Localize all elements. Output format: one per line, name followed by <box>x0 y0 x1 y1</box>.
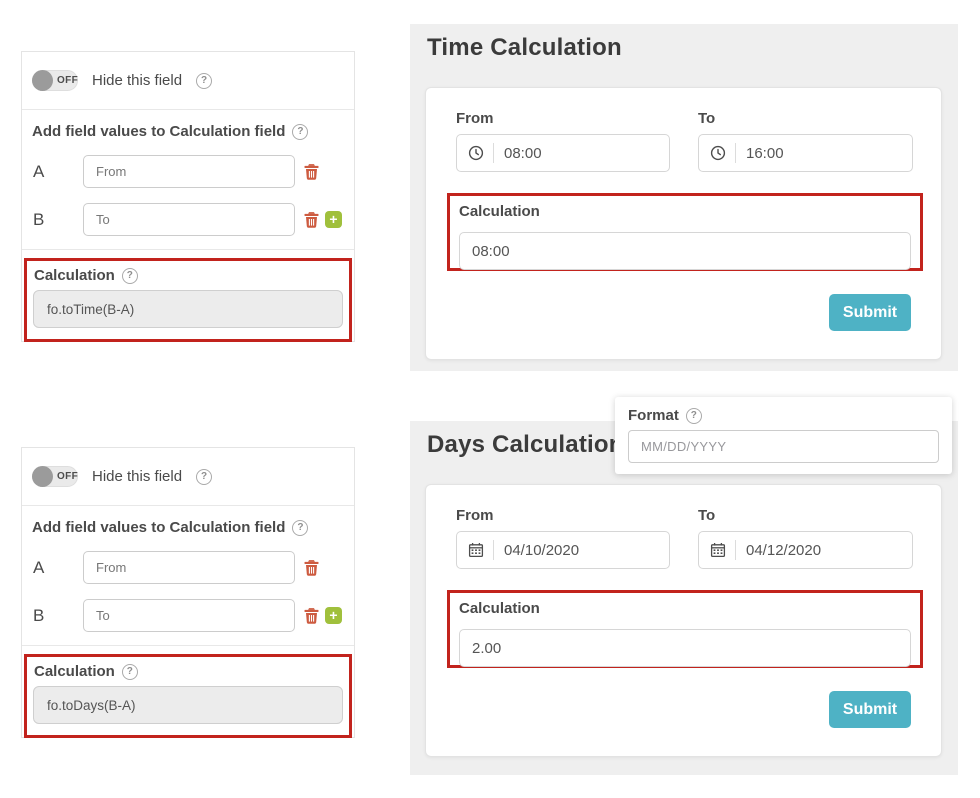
help-icon[interactable] <box>121 663 138 680</box>
toggle-knob-icon <box>32 70 53 91</box>
format-popup: Format <box>615 397 952 474</box>
calculation-section: Calculation fo.toTime(B-A) <box>22 250 354 342</box>
help-icon[interactable] <box>196 72 213 89</box>
date-value: 04/10/2020 <box>504 541 580 559</box>
help-icon[interactable] <box>685 407 702 424</box>
toggle-state-label: OFF <box>57 75 79 86</box>
field-value-input-b[interactable] <box>83 203 295 236</box>
hide-field-label: Hide this field <box>92 72 183 89</box>
row-key-label: B <box>33 209 45 229</box>
calculation-label: Calculation <box>459 203 540 220</box>
from-label: From <box>456 507 494 524</box>
delete-row-button[interactable] <box>303 211 320 228</box>
date-value: 04/12/2020 <box>746 541 822 559</box>
add-values-heading: Add field values to Calculation field <box>32 519 286 536</box>
to-label: To <box>698 110 716 127</box>
formula-text: fo.toDays(B-A) <box>47 697 136 713</box>
time-value: 16:00 <box>746 144 784 162</box>
to-label: To <box>698 507 716 524</box>
trash-icon <box>304 608 319 624</box>
calculation-formula-input[interactable]: fo.toTime(B-A) <box>33 290 343 328</box>
divider <box>735 540 736 560</box>
field-value-input-b[interactable] <box>83 599 295 632</box>
delete-row-button[interactable] <box>303 163 320 180</box>
hide-field-row: OFF Hide this field <box>22 448 354 506</box>
help-icon[interactable] <box>196 468 213 485</box>
row-key-label: A <box>33 557 45 577</box>
format-input[interactable] <box>628 430 939 463</box>
time-calculation-preview: Time Calculation From 08:00 To <box>410 24 958 371</box>
time-value: 08:00 <box>504 144 542 162</box>
to-date-input[interactable]: 04/12/2020 <box>698 531 913 569</box>
calculation-result-input[interactable] <box>459 232 911 270</box>
to-field-group: To <box>698 507 913 569</box>
field-value-input-a[interactable] <box>83 551 295 584</box>
form-card: From 08:00 To <box>425 87 942 360</box>
add-values-heading: Add field values to Calculation field <box>32 123 286 140</box>
from-field-group: From 08:00 <box>456 110 670 172</box>
divider <box>493 143 494 163</box>
form-card: From <box>425 484 942 757</box>
field-values-section: Add field values to Calculation field A <box>22 506 354 646</box>
to-field-group: To 16:00 <box>698 110 913 172</box>
to-time-input[interactable]: 16:00 <box>698 134 913 172</box>
calculation-label: Calculation <box>459 600 540 617</box>
delete-row-button[interactable] <box>303 559 320 576</box>
hide-field-row: OFF Hide this field <box>22 52 354 110</box>
calculation-label: Calculation <box>34 267 115 284</box>
from-date-input[interactable]: 04/10/2020 <box>456 531 670 569</box>
divider <box>493 540 494 560</box>
from-field-group: From <box>456 507 670 569</box>
field-values-section: Add field values to Calculation field A <box>22 110 354 250</box>
add-row-button[interactable] <box>325 607 342 624</box>
delete-row-button[interactable] <box>303 607 320 624</box>
hide-field-toggle[interactable]: OFF <box>32 70 78 91</box>
calendar-icon <box>710 543 726 558</box>
calculation-annotation-box: Calculation fo.toDays(B-A) <box>24 654 352 738</box>
preview-title: Time Calculation <box>427 34 622 61</box>
value-row-a: A <box>31 551 345 584</box>
calculation-section: Calculation fo.toDays(B-A) <box>22 646 354 738</box>
days-calculation-preview: Days Calculation From <box>410 421 958 775</box>
row-key-label: A <box>33 161 45 181</box>
help-icon[interactable] <box>292 123 309 140</box>
format-label: Format <box>628 407 679 424</box>
value-row-a: A <box>31 155 345 188</box>
value-row-b: B <box>31 203 345 236</box>
preview-title: Days Calculation <box>427 431 624 458</box>
submit-button[interactable]: Submit <box>829 294 911 331</box>
from-time-input[interactable]: 08:00 <box>456 134 670 172</box>
clock-icon <box>710 145 726 161</box>
calculation-result-input[interactable] <box>459 629 911 667</box>
calculation-annotation-box: Calculation <box>447 590 923 668</box>
help-icon[interactable] <box>121 267 138 284</box>
divider <box>735 143 736 163</box>
time-field-settings-panel: OFF Hide this field Add field values to … <box>21 51 355 342</box>
toggle-knob-icon <box>32 466 53 487</box>
from-label: From <box>456 110 494 127</box>
calendar-icon <box>468 543 484 558</box>
add-row-button[interactable] <box>325 211 342 228</box>
hide-field-toggle[interactable]: OFF <box>32 466 78 487</box>
hide-field-label: Hide this field <box>92 468 183 485</box>
submit-button[interactable]: Submit <box>829 691 911 728</box>
formula-text: fo.toTime(B-A) <box>47 301 135 317</box>
clock-icon <box>468 145 484 161</box>
field-value-input-a[interactable] <box>83 155 295 188</box>
help-icon[interactable] <box>292 519 309 536</box>
calculation-annotation-box: Calculation fo.toTime(B-A) <box>24 258 352 342</box>
calculation-annotation-box: Calculation <box>447 193 923 271</box>
toggle-state-label: OFF <box>57 471 79 482</box>
row-key-label: B <box>33 605 45 625</box>
value-row-b: B <box>31 599 345 632</box>
trash-icon <box>304 560 319 576</box>
calculation-formula-input[interactable]: fo.toDays(B-A) <box>33 686 343 724</box>
trash-icon <box>304 164 319 180</box>
calculation-label: Calculation <box>34 663 115 680</box>
trash-icon <box>304 212 319 228</box>
days-field-settings-panel: OFF Hide this field Add field values to … <box>21 447 355 738</box>
